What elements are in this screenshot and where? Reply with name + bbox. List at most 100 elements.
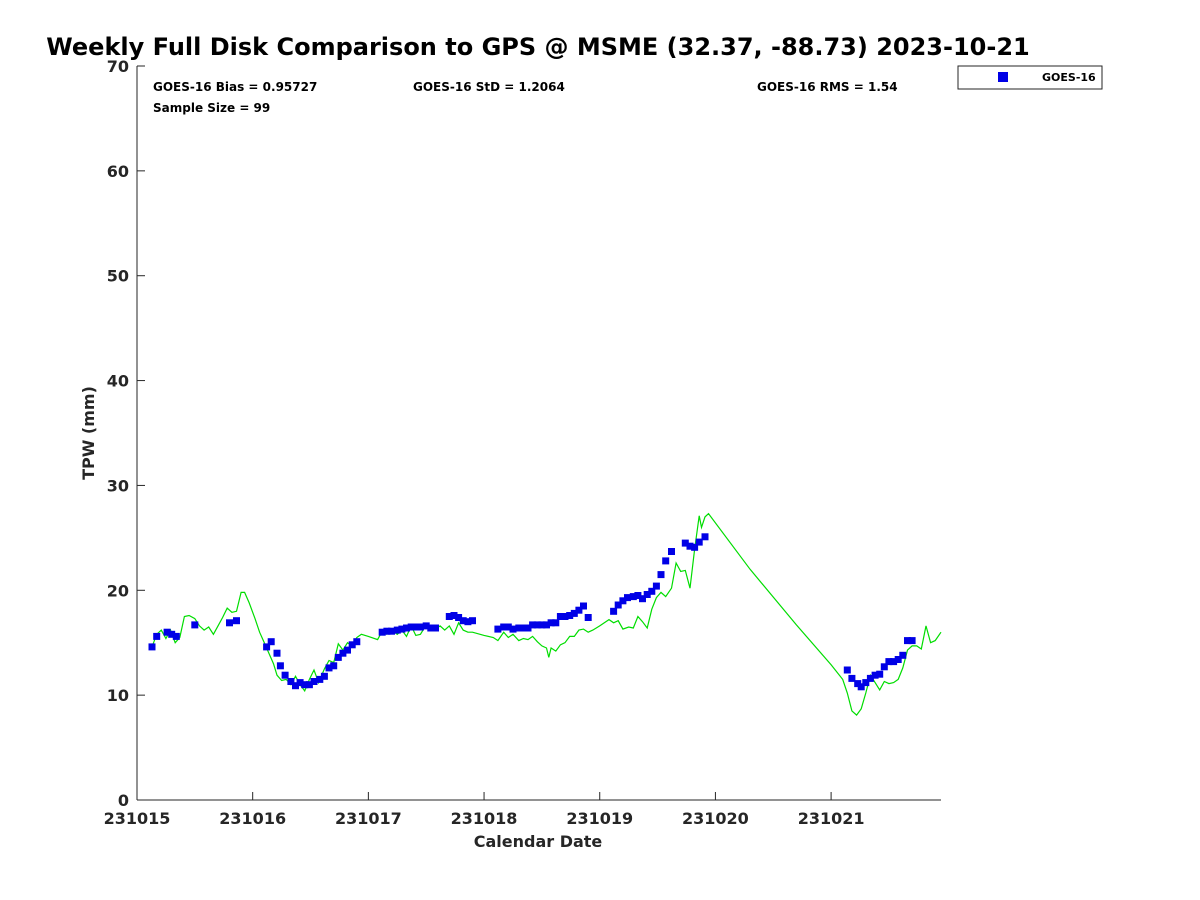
goes-point [629, 593, 637, 601]
goes-point [153, 632, 161, 640]
goes-point [267, 638, 275, 646]
goes-point [407, 623, 415, 631]
y-tick-label: 10 [107, 686, 129, 705]
goes-point [614, 601, 622, 609]
goes-point [643, 591, 651, 598]
y-tick-label: 50 [107, 267, 129, 286]
goes-point [148, 643, 156, 651]
goes-point [353, 638, 361, 646]
goes-point [686, 542, 694, 550]
goes-point [538, 621, 546, 629]
goes-point [584, 614, 592, 621]
goes-point [556, 613, 564, 620]
goes-point [334, 653, 342, 661]
goes-point [529, 621, 537, 629]
goes-point [570, 609, 578, 617]
goes-point [575, 606, 583, 614]
goes-point [263, 643, 271, 651]
goes-point [848, 674, 856, 682]
goes-point [500, 623, 508, 631]
goes-point [610, 607, 618, 615]
goes-point [344, 646, 351, 654]
goes-point [168, 630, 176, 638]
x-tick-label: 231019 [566, 809, 633, 828]
goes-point [301, 681, 309, 689]
goes-point [163, 628, 171, 636]
goes-point [648, 587, 656, 595]
x-tick-label: 231016 [219, 809, 286, 828]
goes-point [652, 582, 660, 590]
std-stat: GOES-16 StD = 1.2064 [413, 80, 565, 94]
goes-series [148, 533, 916, 691]
x-tick-label: 231017 [335, 809, 402, 828]
goes-point [634, 592, 642, 599]
goes-point [445, 613, 453, 620]
goes-point [894, 656, 902, 663]
goes-point [412, 623, 420, 631]
goes-point [908, 637, 916, 645]
goes-point [862, 679, 870, 687]
goes-point [464, 618, 472, 626]
y-tick-label: 60 [107, 162, 129, 181]
goes-point [393, 626, 401, 634]
goes-point [695, 538, 703, 546]
goes-point [668, 548, 675, 555]
goes-point [681, 539, 689, 547]
goes-point [662, 557, 670, 565]
goes-point [639, 595, 646, 603]
goes-point [866, 674, 874, 682]
goes-point [403, 624, 410, 632]
goes-point [624, 594, 631, 602]
goes-point [904, 637, 911, 645]
goes-point [398, 625, 406, 633]
goes-point [320, 672, 328, 680]
bias-stat: GOES-16 Bias = 0.95727 [153, 80, 317, 94]
goes-point [455, 614, 463, 621]
legend-box [957, 65, 1103, 90]
goes-point [273, 649, 281, 657]
y-tick-label: 20 [107, 581, 129, 600]
goes-point [885, 658, 893, 666]
goes-point [504, 623, 512, 631]
goes-point [281, 671, 289, 679]
goes-point [305, 681, 313, 689]
chart-title: Weekly Full Disk Comparison to GPS @ MSM… [46, 33, 1029, 61]
goes-point [378, 628, 386, 636]
goes-point [292, 682, 299, 690]
rms-stat: GOES-16 RMS = 1.54 [757, 80, 898, 94]
goes-point [871, 671, 879, 679]
x-tick-label: 231018 [451, 809, 518, 828]
y-tick-label: 0 [118, 791, 129, 810]
goes-point [843, 666, 851, 674]
y-axis-label: TPW (mm) [79, 386, 98, 480]
goes-point [427, 624, 435, 632]
goes-point [469, 617, 476, 625]
goes-point [566, 612, 574, 619]
goes-point [691, 543, 699, 551]
gps-series [151, 512, 942, 716]
sample-size-stat: Sample Size = 99 [153, 101, 270, 115]
goes-point [287, 678, 295, 685]
legend: GOES-16 [957, 65, 1103, 90]
goes-point [383, 627, 391, 635]
goes-point [880, 663, 888, 671]
goes-point [899, 651, 907, 659]
goes-point [316, 675, 324, 683]
goes-point [296, 679, 304, 687]
goes-point [432, 624, 439, 632]
goes-point [276, 662, 284, 670]
goes-point [580, 602, 587, 610]
goes-point [191, 621, 199, 629]
goes-point [552, 619, 560, 627]
goes-point [619, 597, 627, 605]
goes-point [348, 641, 356, 649]
goes-point [876, 670, 884, 678]
x-tick-label: 231020 [682, 809, 749, 828]
goes-point [422, 622, 430, 630]
goes-point [172, 632, 180, 640]
gps-line [151, 512, 942, 716]
goes-point [339, 649, 347, 657]
goes-point [416, 623, 424, 631]
y-tick-label: 30 [107, 476, 129, 495]
goes-point [857, 683, 865, 691]
